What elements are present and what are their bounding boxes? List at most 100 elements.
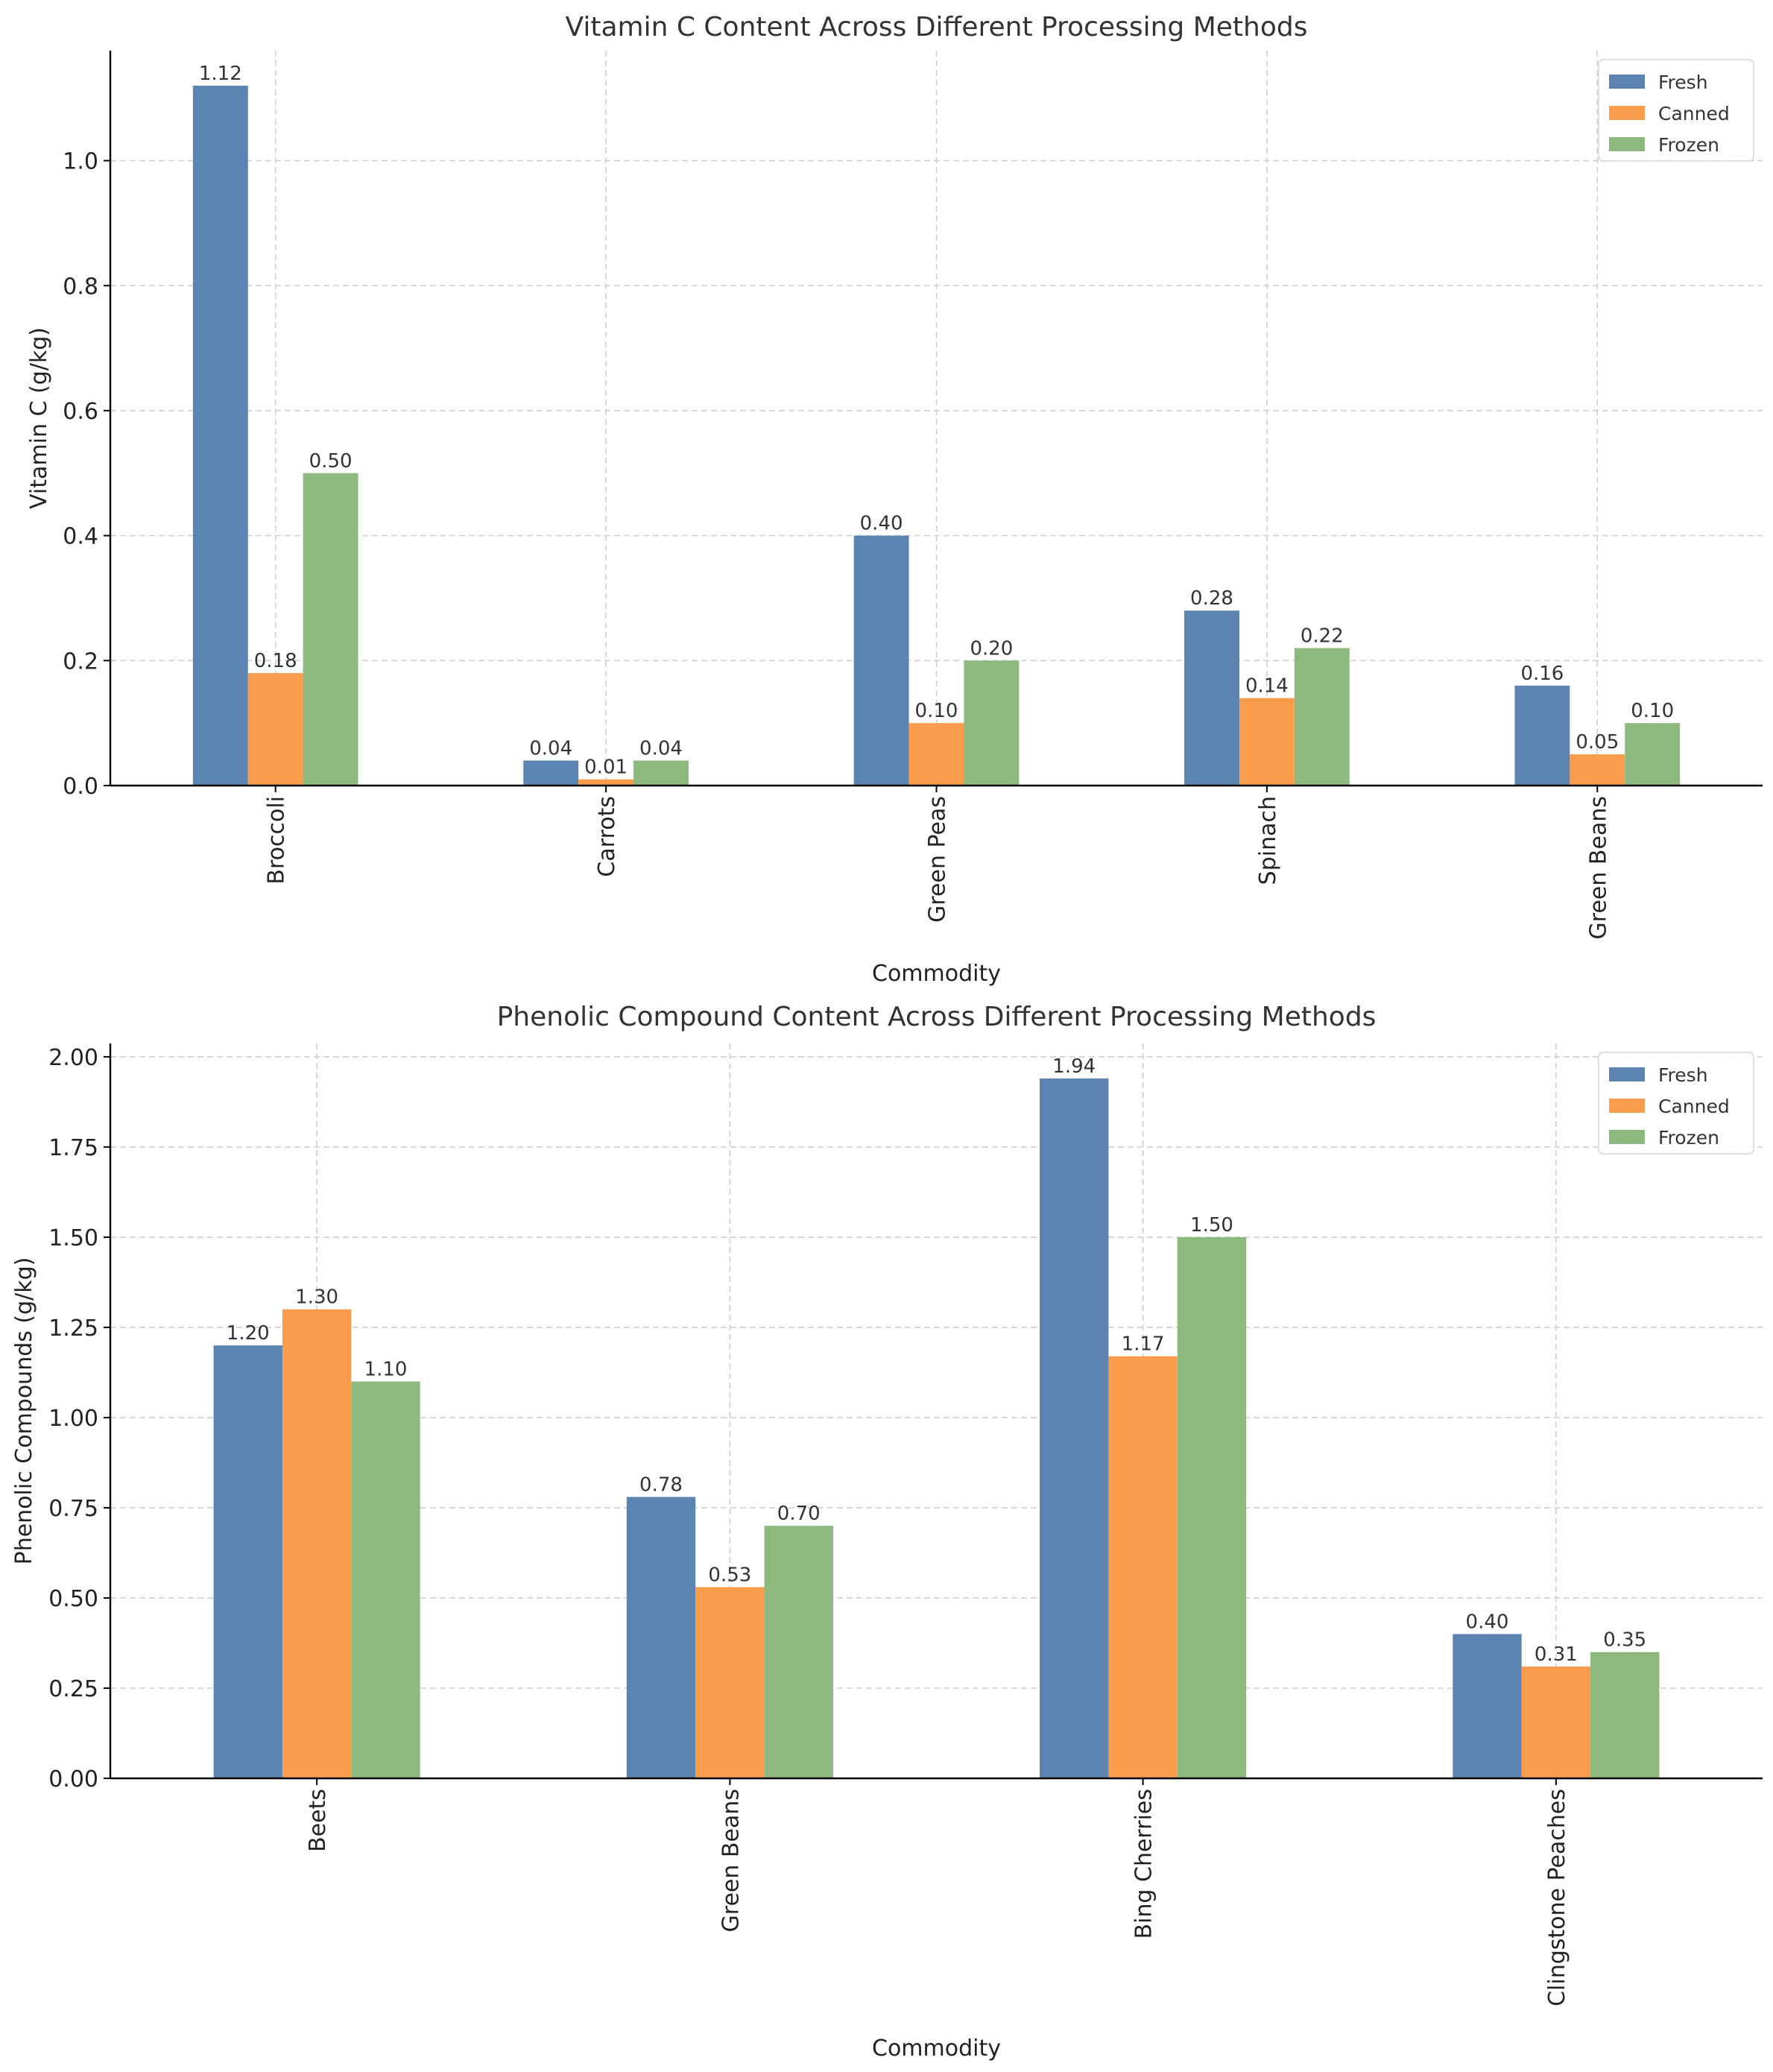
- legend-swatch-canned: [1609, 106, 1645, 120]
- chart-title: Vitamin C Content Across Different Proce…: [566, 12, 1308, 42]
- bar-frozen: [303, 473, 358, 786]
- x-tick-label: Green Peas: [925, 796, 951, 923]
- legend-label-frozen: Frozen: [1658, 134, 1719, 156]
- bar-frozen: [1294, 648, 1350, 786]
- y-tick-label: 0.2: [63, 648, 98, 675]
- y-tick-label: 1.75: [48, 1135, 98, 1161]
- x-tick-label: Green Beans: [1585, 796, 1611, 939]
- bar-value-label: 1.50: [1190, 1214, 1233, 1236]
- bar-canned: [1570, 754, 1625, 786]
- bar-value-label: 0.18: [254, 650, 297, 672]
- bar-value-label: 0.22: [1300, 625, 1344, 648]
- bar-frozen: [964, 660, 1020, 786]
- bar-fresh: [1040, 1078, 1109, 1778]
- bar-canned: [578, 779, 634, 786]
- bar-fresh: [192, 85, 248, 786]
- bar-value-label: 0.40: [1466, 1611, 1509, 1633]
- bar-value-label: 0.53: [708, 1564, 751, 1586]
- bar-canned: [1521, 1666, 1591, 1778]
- bar-value-label: 0.78: [639, 1474, 683, 1496]
- bar-value-label: 1.10: [364, 1359, 408, 1381]
- bar-canned: [1108, 1356, 1178, 1778]
- bar-fresh: [1184, 610, 1239, 786]
- bar-value-label: 0.10: [915, 700, 958, 722]
- y-tick-label: 0.6: [63, 399, 98, 425]
- bar-value-label: 0.05: [1576, 731, 1619, 754]
- bar-value-label: 0.10: [1631, 700, 1674, 722]
- legend-swatch-frozen: [1609, 137, 1645, 151]
- legend: Fresh Canned Frozen: [1598, 59, 1754, 162]
- y-tick-label: 1.25: [48, 1315, 98, 1342]
- bar-frozen: [764, 1526, 833, 1778]
- chart-title: Phenolic Compound Content Across Differe…: [497, 1002, 1377, 1032]
- legend-label-canned: Canned: [1658, 1096, 1730, 1117]
- legend-swatch-canned: [1609, 1099, 1645, 1113]
- legend-label-fresh: Fresh: [1658, 1064, 1708, 1086]
- vitamin-c-chart: 1.12 0.04 0.40 0.28 0.16 0.18 0.01 0.10 0.14 0.05…: [26, 12, 1763, 987]
- y-tick-label: 0.8: [63, 274, 98, 300]
- bar-canned: [247, 673, 303, 786]
- bar-canned: [908, 723, 964, 786]
- bar-value-label: 1.12: [199, 63, 242, 85]
- bar-fresh: [1514, 685, 1570, 786]
- y-tick-label: 0.75: [48, 1496, 98, 1522]
- x-tick-label: Clingstone Peaches: [1544, 1789, 1570, 2006]
- y-tick-label: 1.00: [48, 1406, 98, 1432]
- bar-frozen: [351, 1381, 420, 1778]
- y-tick-label: 0.50: [48, 1586, 98, 1612]
- bar-fresh: [1453, 1634, 1522, 1778]
- bar-canned: [282, 1309, 352, 1778]
- y-tick-label: 0.4: [63, 524, 98, 550]
- legend-label-frozen: Frozen: [1658, 1127, 1719, 1149]
- bar-value-label: 0.40: [860, 513, 903, 535]
- bar-value-label: 0.28: [1190, 587, 1233, 610]
- y-tick-label: 0.25: [48, 1676, 98, 1702]
- legend-swatch-fresh: [1609, 1067, 1645, 1081]
- legend-swatch-frozen: [1609, 1130, 1645, 1144]
- x-tick-label: Green Beans: [718, 1789, 744, 1932]
- bar-canned: [695, 1587, 765, 1778]
- x-axis-label: Commodity: [872, 961, 1001, 987]
- bar-value-label: 0.14: [1245, 675, 1289, 698]
- bar-value-label: 1.30: [295, 1286, 338, 1309]
- legend-label-canned: Canned: [1658, 103, 1730, 124]
- x-tick-label: Bing Cherries: [1131, 1789, 1157, 1939]
- bar-frozen: [1177, 1236, 1247, 1778]
- y-tick-label: 0.0: [63, 774, 98, 800]
- bar-value-label: 0.01: [584, 757, 628, 779]
- bar-fresh: [523, 760, 579, 786]
- y-tick-label: 2.00: [48, 1045, 98, 1071]
- bar-value-label: 0.50: [309, 450, 353, 473]
- bar-value-label: 0.70: [777, 1503, 821, 1525]
- bar-value-label: 0.04: [529, 737, 572, 759]
- bar-fresh: [213, 1345, 282, 1778]
- bar-canned: [1239, 698, 1295, 786]
- bar-value-label: 1.94: [1052, 1055, 1096, 1078]
- legend-swatch-fresh: [1609, 75, 1645, 89]
- bar-value-label: 0.16: [1520, 663, 1564, 685]
- x-tick-label: Beets: [305, 1789, 331, 1852]
- phenolic-chart: 1.20 0.78 1.94 0.40 1.30 0.53 1.17 0.31 1.10 0.70…: [11, 1002, 1763, 2062]
- bar-frozen: [633, 760, 689, 786]
- bar-fresh: [626, 1497, 696, 1778]
- legend-label-fresh: Fresh: [1658, 72, 1708, 93]
- bar-frozen: [1625, 723, 1681, 786]
- bar-value-label: 0.04: [639, 737, 683, 759]
- y-tick-label: 1.0: [63, 149, 98, 175]
- bar-value-label: 0.35: [1603, 1629, 1646, 1652]
- bar-value-label: 1.17: [1122, 1333, 1165, 1356]
- bar-value-label: 0.20: [970, 637, 1013, 660]
- legend: Fresh Canned Frozen: [1598, 1052, 1754, 1155]
- x-tick-label: Spinach: [1255, 796, 1281, 885]
- y-axis-label: Vitamin C (g/kg): [26, 327, 52, 509]
- bar-value-label: 1.20: [227, 1322, 270, 1345]
- y-tick-label: 1.50: [48, 1225, 98, 1251]
- bar-frozen: [1590, 1652, 1660, 1778]
- bar-fresh: [853, 535, 909, 786]
- y-tick-label: 0.00: [48, 1766, 98, 1793]
- x-tick-label: Broccoli: [264, 796, 290, 885]
- x-tick-label: Carrots: [594, 796, 620, 877]
- y-axis-label: Phenolic Compounds (g/kg): [11, 1257, 37, 1565]
- bar-value-label: 0.31: [1535, 1643, 1578, 1666]
